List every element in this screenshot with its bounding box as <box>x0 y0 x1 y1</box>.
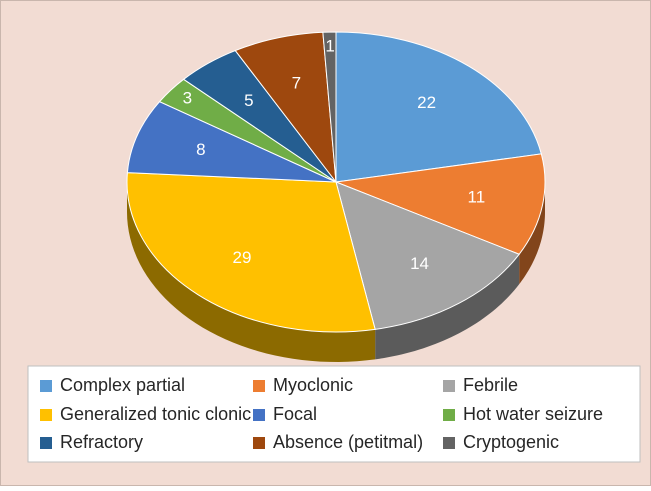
legend-swatch <box>40 409 52 421</box>
data-label: 8 <box>196 140 205 159</box>
legend-label: Refractory <box>60 432 143 452</box>
legend-swatch <box>40 437 52 449</box>
legend-swatch <box>443 437 455 449</box>
legend-label: Myoclonic <box>273 375 353 395</box>
legend-swatch <box>253 380 265 392</box>
slice <box>335 31 542 183</box>
slice-side <box>375 254 520 360</box>
legend-label: Cryptogenic <box>463 432 559 452</box>
slice-side <box>519 182 545 285</box>
legend-box <box>27 365 641 463</box>
legend-label: Generalized tonic clonic <box>60 404 251 424</box>
slice <box>335 181 520 330</box>
legend-label: Focal <box>273 404 317 424</box>
legend-swatch <box>40 380 52 392</box>
slice <box>126 172 376 333</box>
legend-label: Absence (petitmal) <box>273 432 423 452</box>
legend-swatch <box>443 380 455 392</box>
data-label: 1 <box>325 37 334 56</box>
legend-swatch <box>253 409 265 421</box>
slice <box>322 31 337 183</box>
legend-label: Febrile <box>463 375 518 395</box>
data-label: 22 <box>417 93 436 112</box>
slice <box>334 153 546 255</box>
data-label: 14 <box>410 254 429 273</box>
data-label: 7 <box>292 74 301 93</box>
legend-label: Complex partial <box>60 375 185 395</box>
slice-side <box>127 182 376 362</box>
legend-swatch <box>443 409 455 421</box>
legend-label: Hot water seizure <box>463 404 603 424</box>
data-label: 29 <box>233 248 252 267</box>
data-label: 11 <box>468 187 486 206</box>
data-label: 3 <box>183 89 192 108</box>
data-label: 5 <box>244 91 253 110</box>
slice <box>126 101 337 183</box>
legend-swatch <box>253 437 265 449</box>
